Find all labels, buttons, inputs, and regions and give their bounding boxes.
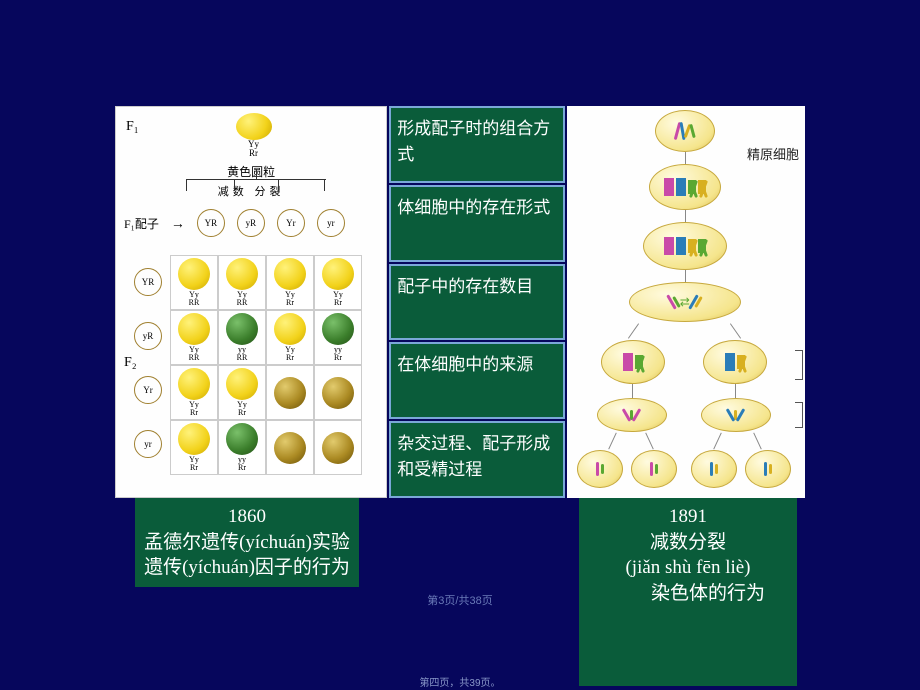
genotype-label: yyRR <box>237 346 248 362</box>
table-row: 在体细胞中的来源 <box>389 342 564 419</box>
punnett-cell: YyRR <box>170 310 218 365</box>
caption-line: 遗传(yíchuán)因子的行为 <box>139 555 355 581</box>
gamete-row-label: F₁配子 <box>124 215 159 232</box>
punnett-cell: YyRr <box>314 255 362 310</box>
punnett-cell <box>266 365 314 420</box>
caption-line: 减数分裂 <box>583 530 793 556</box>
pea-icon <box>322 377 354 409</box>
comparison-table: 形成配子时的组合方式 体细胞中的存在形式 配子中的存在数目 在体细胞中的来源 杂… <box>389 106 564 498</box>
punnett-cell: YyRr <box>170 365 218 420</box>
genotype-label: YyRr <box>285 346 295 362</box>
f1-label: F₁ <box>126 119 139 135</box>
pea-icon <box>322 432 354 464</box>
punnett-panel: F₁ YyRr 黄色圆粒 减数 分裂 F₁配子 → YR yR Yr yr F₂… <box>115 106 387 498</box>
genotype-label: YyRR <box>237 291 248 307</box>
caption-left: 1860 孟德尔遗传(yíchuán)实验 遗传(yíchuán)因子的行为 <box>135 498 359 587</box>
genotype-label: YyRR <box>189 291 200 307</box>
pea-icon <box>236 113 272 140</box>
cell <box>601 340 665 384</box>
cell <box>631 450 677 488</box>
cell <box>745 450 791 488</box>
table-row: 配子中的存在数目 <box>389 264 564 341</box>
pea-icon <box>178 258 210 290</box>
gamete: Yr <box>134 376 162 404</box>
table-row: 体细胞中的存在形式 <box>389 185 564 262</box>
pea-icon <box>322 313 354 345</box>
pea-icon <box>226 423 258 455</box>
bracket-icon <box>795 350 803 380</box>
cell <box>691 450 737 488</box>
cell <box>577 450 623 488</box>
bracket-icon <box>795 402 803 428</box>
punnett-cell: yyRr <box>218 420 266 475</box>
gamete: yR <box>134 322 162 350</box>
f1-pea: YyRr <box>226 113 281 158</box>
pea-icon <box>178 423 210 455</box>
gamete: YR <box>134 268 162 296</box>
pager-text: 第四页，共39页。 <box>0 674 920 689</box>
pea-icon <box>322 258 354 290</box>
punnett-cell: YyRR <box>218 255 266 310</box>
punnett-cell: YyRr <box>218 365 266 420</box>
cell <box>643 222 727 270</box>
genotype-label: YyRr <box>189 401 199 417</box>
pea-icon <box>226 368 258 400</box>
punnett-cell <box>314 420 362 475</box>
cell <box>703 340 767 384</box>
f1-genotype: YyRr <box>248 140 259 158</box>
meiosis-panel: 精原细胞 ⇄ <box>567 106 805 498</box>
cell <box>597 398 667 432</box>
punnett-cell: YyRr <box>266 310 314 365</box>
table-row: 杂交过程、配子形成和受精过程 <box>389 421 564 498</box>
punnett-cell <box>314 365 362 420</box>
gamete: yR <box>237 209 265 237</box>
gamete: yr <box>317 209 345 237</box>
slide-content: F₁ YyRr 黄色圆粒 减数 分裂 F₁配子 → YR yR Yr yr F₂… <box>115 106 805 498</box>
arrow-icon: → <box>171 215 185 231</box>
punnett-cell: yyRR <box>218 310 266 365</box>
genotype-label: yyRr <box>238 456 246 472</box>
cell <box>649 164 721 210</box>
pea-icon <box>226 313 258 345</box>
caption-line: 孟德尔遗传(yíchuán)实验 <box>139 530 355 556</box>
row-gamete-heads: YR yR Yr yr <box>134 255 162 471</box>
punnett-cell <box>266 420 314 475</box>
cell <box>655 110 715 152</box>
pea-icon <box>226 258 258 290</box>
cell <box>701 398 771 432</box>
meiosis-top-label: 精原细胞 <box>747 144 799 163</box>
cell: ⇄ <box>629 282 741 322</box>
gamete: Yr <box>277 209 305 237</box>
punnett-cell: YyRR <box>170 255 218 310</box>
punnett-cell: YyRr <box>266 255 314 310</box>
pea-icon <box>178 313 210 345</box>
punnett-cell: YyRr <box>170 420 218 475</box>
genotype-label: YyRR <box>189 346 200 362</box>
pea-icon <box>274 432 306 464</box>
caption-line: (jiǎn shù fēn liè) <box>583 555 793 581</box>
gamete: YR <box>197 209 225 237</box>
caption-year: 1891 <box>583 504 793 530</box>
caption-year: 1860 <box>139 504 355 530</box>
pager-text: 第3页/共38页 <box>0 592 920 608</box>
genotype-label: YyRr <box>285 291 295 307</box>
table-row: 形成配子时的组合方式 <box>389 106 564 183</box>
punnett-cell: yyRr <box>314 310 362 365</box>
pea-icon <box>274 258 306 290</box>
pea-icon <box>274 377 306 409</box>
genotype-label: YyRr <box>333 291 343 307</box>
gamete: yr <box>134 430 162 458</box>
pea-icon <box>178 368 210 400</box>
gamete-row: F₁配子 → YR yR Yr yr <box>124 209 378 237</box>
punnett-grid: YyRR YyRR YyRr YyRr YyRR yyRR YyRr yyRr YyRr YyRr… <box>170 255 362 475</box>
genotype-label: YyRr <box>237 401 247 417</box>
genotype-label: YyRr <box>189 456 199 472</box>
pea-icon <box>274 313 306 345</box>
genotype-label: yyRr <box>334 346 342 362</box>
